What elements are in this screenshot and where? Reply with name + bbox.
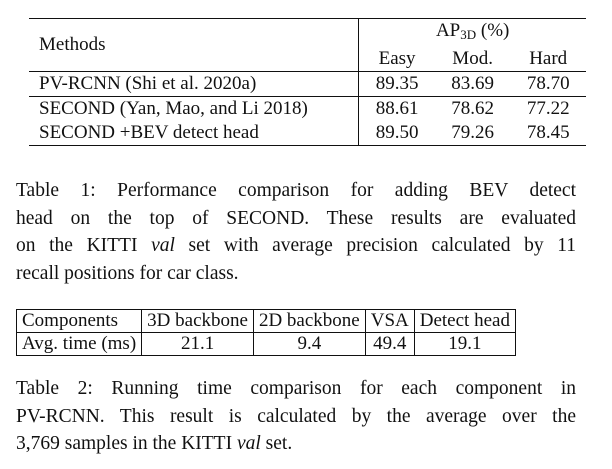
caption-1-line-1: Table 1: Performance comparison for addi… — [16, 180, 576, 201]
method-cell: SECOND (Yan, Mao, and Li 2018) — [29, 96, 359, 121]
caption-1-val-italic: val — [151, 235, 175, 256]
table-row: SECOND +BEV detect head 89.50 79.26 78.4… — [29, 121, 586, 146]
3d-backbone-time: 21.1 — [141, 332, 254, 356]
mod-cell: 78.62 — [434, 96, 511, 121]
table-2-value-row: Avg. time (ms) 21.1 9.4 49.4 19.1 — [15, 332, 516, 356]
2d-backbone-time: 9.4 — [252, 332, 366, 356]
caption-2-line-2: PV-RCNN. This result is calculated by th… — [16, 405, 576, 427]
hard-cell: 78.45 — [510, 121, 586, 146]
table-1-caption: Table 1: Performance comparison for addi… — [16, 177, 576, 287]
table-2-header-row: Components 3D backbone 2D backbone VSA D… — [15, 309, 516, 333]
easy-cell: 89.50 — [358, 121, 435, 146]
easy-cell: 89.35 — [358, 71, 435, 97]
vsa-time: 49.4 — [364, 332, 415, 356]
caption-2-text-a: 3,769 samples in the KITTI — [16, 433, 237, 454]
components-header: Components — [15, 309, 143, 333]
table-2-caption: Table 2: Running time comparison for eac… — [16, 375, 576, 458]
table-row: PV-RCNN (Shi et al. 2020a) 89.35 83.69 7… — [29, 71, 586, 97]
ap3d-header: AP3D (%) — [358, 18, 586, 47]
caption-1-line-4: recall positions for car class. — [16, 262, 239, 284]
caption-1-text-b: set with average precision calculated by… — [174, 235, 577, 256]
methods-header: Methods — [29, 18, 359, 72]
caption-2-line-3: 3,769 samples in the KITTI val set. — [16, 430, 576, 458]
detect-head-time: 19.1 — [413, 332, 516, 356]
mod-cell: 79.26 — [434, 121, 511, 146]
mod-cell: 83.69 — [434, 71, 511, 97]
hard-cell: 77.22 — [510, 96, 586, 121]
table-1-grid: Methods AP3D (%) Easy Mod. Hard PV-RCNN … — [29, 18, 586, 146]
caption-1-text-a: on the KITTI — [16, 235, 152, 256]
caption-1-line-2: head on the top of SECOND. These results… — [16, 207, 576, 229]
easy-header: Easy — [358, 47, 435, 72]
detect-head-header: Detect head — [413, 309, 516, 333]
table-2-grid: Components 3D backbone 2D backbone VSA D… — [15, 309, 516, 356]
table-2: Components 3D backbone 2D backbone VSA D… — [15, 309, 516, 356]
table-1: Methods AP3D (%) Easy Mod. Hard PV-RCNN … — [29, 18, 586, 146]
vsa-header: VSA — [364, 309, 415, 333]
caption-2-line-1: Table 2: Running time comparison for eac… — [16, 378, 576, 399]
table-row: SECOND (Yan, Mao, and Li 2018) 88.61 78.… — [29, 96, 586, 121]
caption-1-line-3: on the KITTI val set with average precis… — [16, 232, 576, 260]
ap3d-subscript: 3D — [460, 27, 477, 42]
2d-backbone-header: 2D backbone — [252, 309, 366, 333]
method-cell: SECOND +BEV detect head — [29, 121, 359, 146]
ap3d-main: AP — [435, 20, 461, 41]
mod-header: Mod. — [452, 48, 493, 69]
caption-2-val-italic: val — [236, 433, 261, 454]
hard-cell: 78.70 — [510, 71, 586, 97]
ap3d-unit: (%) — [476, 20, 510, 41]
easy-cell: 88.61 — [358, 96, 435, 121]
method-cell: PV-RCNN (Shi et al. 2020a) — [29, 71, 359, 97]
caption-2-text-b: set. — [260, 433, 293, 454]
3d-backbone-header: 3D backbone — [141, 309, 254, 333]
hard-header: Hard — [529, 48, 568, 69]
avg-time-label: Avg. time (ms) — [15, 332, 143, 356]
